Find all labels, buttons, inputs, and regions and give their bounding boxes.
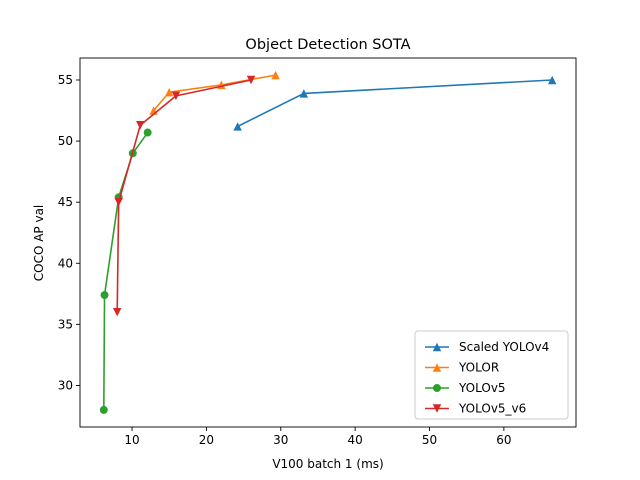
data-point-scaled-yolov4 [299, 89, 309, 98]
legend-entry-scaled-yolov4: Scaled YOLOv4 [425, 340, 549, 354]
y-axis-label: COCO AP val [32, 205, 46, 282]
data-point-yolov5-v6 [246, 75, 256, 85]
legend-marker [433, 384, 441, 392]
legend-box [414, 330, 569, 420]
legend-marker [432, 342, 442, 352]
x-tick-label: 30 [273, 433, 288, 447]
legend-marker [432, 404, 442, 413]
x-axis-label: V100 batch 1 (ms) [272, 457, 383, 471]
data-point-yolov5-v6 [114, 197, 123, 207]
y-tick-label: 40 [58, 256, 73, 270]
data-point-yolov5-v6 [171, 91, 181, 101]
axes-frame [79, 57, 577, 428]
series-scaled-yolov4 [233, 75, 557, 131]
y-tick-label: 55 [58, 73, 73, 87]
x-tick-label: 50 [422, 433, 437, 447]
legend-label: Scaled YOLOv4 [459, 340, 549, 354]
series-yolov5-v6 [112, 75, 256, 317]
legend-marker [432, 363, 442, 372]
x-tick-label: 60 [496, 433, 511, 447]
data-point-yolor [271, 70, 280, 80]
legend-entry-yolor: YOLOR [425, 361, 499, 375]
legend-entry-yolov5: YOLOv5 [425, 381, 506, 395]
x-tick-label: 20 [199, 433, 214, 447]
legend-entry-yolov5-v6: YOLOv5_v6 [425, 402, 526, 416]
legend-label: YOLOv5_v6 [458, 402, 526, 416]
x-tick-label: 40 [348, 433, 363, 447]
x-tick-label: 10 [124, 433, 139, 447]
chart-title: Object Detection SOTA [245, 37, 410, 53]
data-point-scaled-yolov4 [548, 75, 557, 85]
legend-label: YOLOv5 [458, 381, 506, 395]
y-tick-label: 35 [58, 317, 73, 331]
data-point-scaled-yolov4 [233, 122, 242, 131]
data-point-yolor [165, 88, 174, 97]
plot-area: 10 20 30 40 50 60 30 35 40 45 50 55 [58, 57, 577, 447]
legend-label: YOLOR [458, 361, 499, 375]
data-point-yolov5 [100, 291, 109, 300]
legend: Scaled YOLOv4 YOLOR YOLOv5 YOLOv5_v6 [414, 330, 569, 420]
y-tick-label: 45 [58, 195, 73, 209]
data-point-yolov5-v6 [112, 307, 122, 317]
data-point-yolov5-v6 [136, 121, 145, 130]
y-tick-label: 50 [58, 134, 73, 148]
y-tick-label: 30 [58, 378, 73, 392]
data-point-yolov5 [99, 405, 108, 414]
data-point-yolov5 [143, 128, 152, 137]
